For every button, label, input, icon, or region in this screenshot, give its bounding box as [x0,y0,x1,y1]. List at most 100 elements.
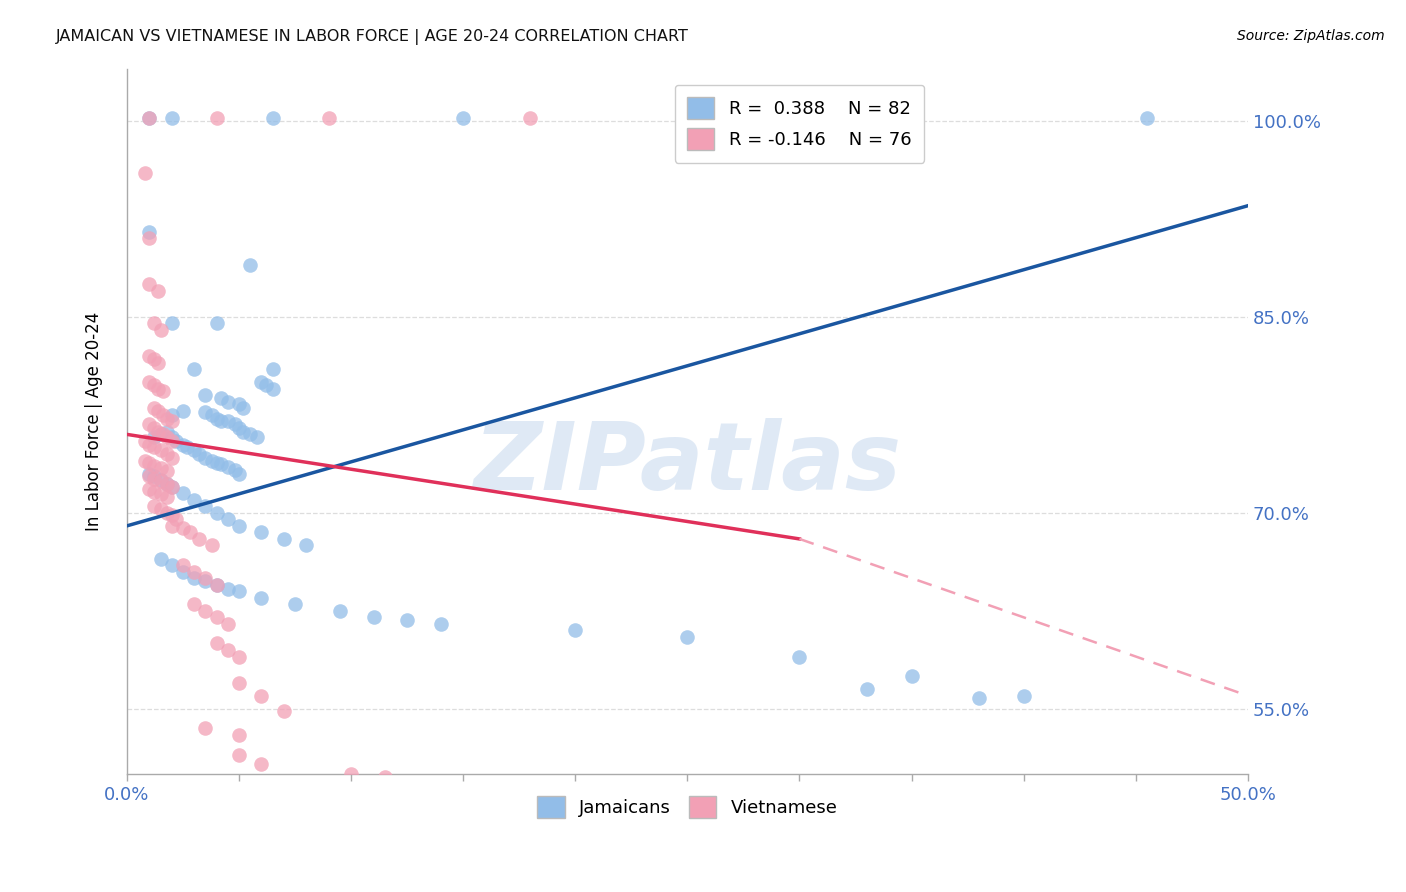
Point [194,500,217,514]
Point [148,284,170,298]
Point [250,525,273,540]
Point [239,258,262,272]
Point [172,486,194,500]
Point [250,756,273,771]
Point [205,636,228,650]
Point [1136,111,1159,125]
Text: Source: ZipAtlas.com: Source: ZipAtlas.com [1237,29,1385,43]
Point [205,411,228,425]
Point [152,384,174,399]
Point [519,111,541,125]
Point [789,649,811,664]
Point [205,577,228,591]
Point [149,461,172,475]
Point [201,408,224,422]
Point [721,111,744,125]
Point [142,430,165,444]
Point [295,538,318,552]
Point [160,414,183,428]
Point [149,323,172,337]
Point [138,456,160,470]
Point [201,538,224,552]
Point [209,458,232,472]
Point [156,464,179,478]
Point [156,490,179,504]
Point [172,404,194,418]
Point [318,799,340,814]
Point [160,519,183,533]
Point [149,501,172,516]
Point [250,591,273,605]
Point [273,532,295,546]
Point [183,443,205,458]
Point [228,467,250,481]
Point [205,577,228,591]
Point [142,377,165,392]
Point [205,456,228,470]
Point [156,430,179,444]
Point [134,453,156,467]
Point [217,512,239,526]
Point [676,630,699,644]
Point [156,506,179,520]
Point [183,597,205,611]
Point [156,477,179,491]
Point [855,682,877,697]
Point [228,728,250,742]
Legend: Jamaicans, Vietnamese: Jamaicans, Vietnamese [530,789,845,825]
Point [138,438,160,452]
Point [138,469,160,483]
Point [152,427,174,442]
Point [156,477,179,491]
Point [201,453,224,467]
Point [138,467,160,481]
Point [149,443,172,458]
Point [172,438,194,452]
Point [183,565,205,579]
Point [138,231,160,245]
Point [217,582,239,596]
Point [194,388,217,402]
Point [149,473,172,487]
Point [148,355,170,369]
Point [165,434,187,448]
Point [228,747,250,762]
Point [209,414,232,428]
Point [172,565,194,579]
Point [217,643,239,657]
Text: ZIPatlas: ZIPatlas [474,417,901,509]
Point [232,401,254,416]
Point [228,649,250,664]
Point [363,610,385,624]
Point [142,351,165,366]
Point [160,558,183,572]
Text: JAMAICAN VS VIETNAMESE IN LABOR FORCE | AGE 20-24 CORRELATION CHART: JAMAICAN VS VIETNAMESE IN LABOR FORCE | … [56,29,689,45]
Point [228,421,250,435]
Point [160,508,183,523]
Point [284,597,307,611]
Point [148,382,170,396]
Point [160,480,183,494]
Point [194,574,217,588]
Point [148,404,170,418]
Point [273,705,295,719]
Point [194,405,217,419]
Point [160,450,183,465]
Point [176,441,198,455]
Point [138,349,160,363]
Point [138,225,160,239]
Point [250,375,273,389]
Point [134,166,156,180]
Point [224,463,246,477]
Point [217,394,239,409]
Point [183,571,205,585]
Point [205,506,228,520]
Point [228,675,250,690]
Point [217,616,239,631]
Y-axis label: In Labor Force | Age 20-24: In Labor Force | Age 20-24 [86,311,103,531]
Point [246,430,269,444]
Point [205,610,228,624]
Point [194,604,217,618]
Point [160,111,183,125]
Point [250,689,273,703]
